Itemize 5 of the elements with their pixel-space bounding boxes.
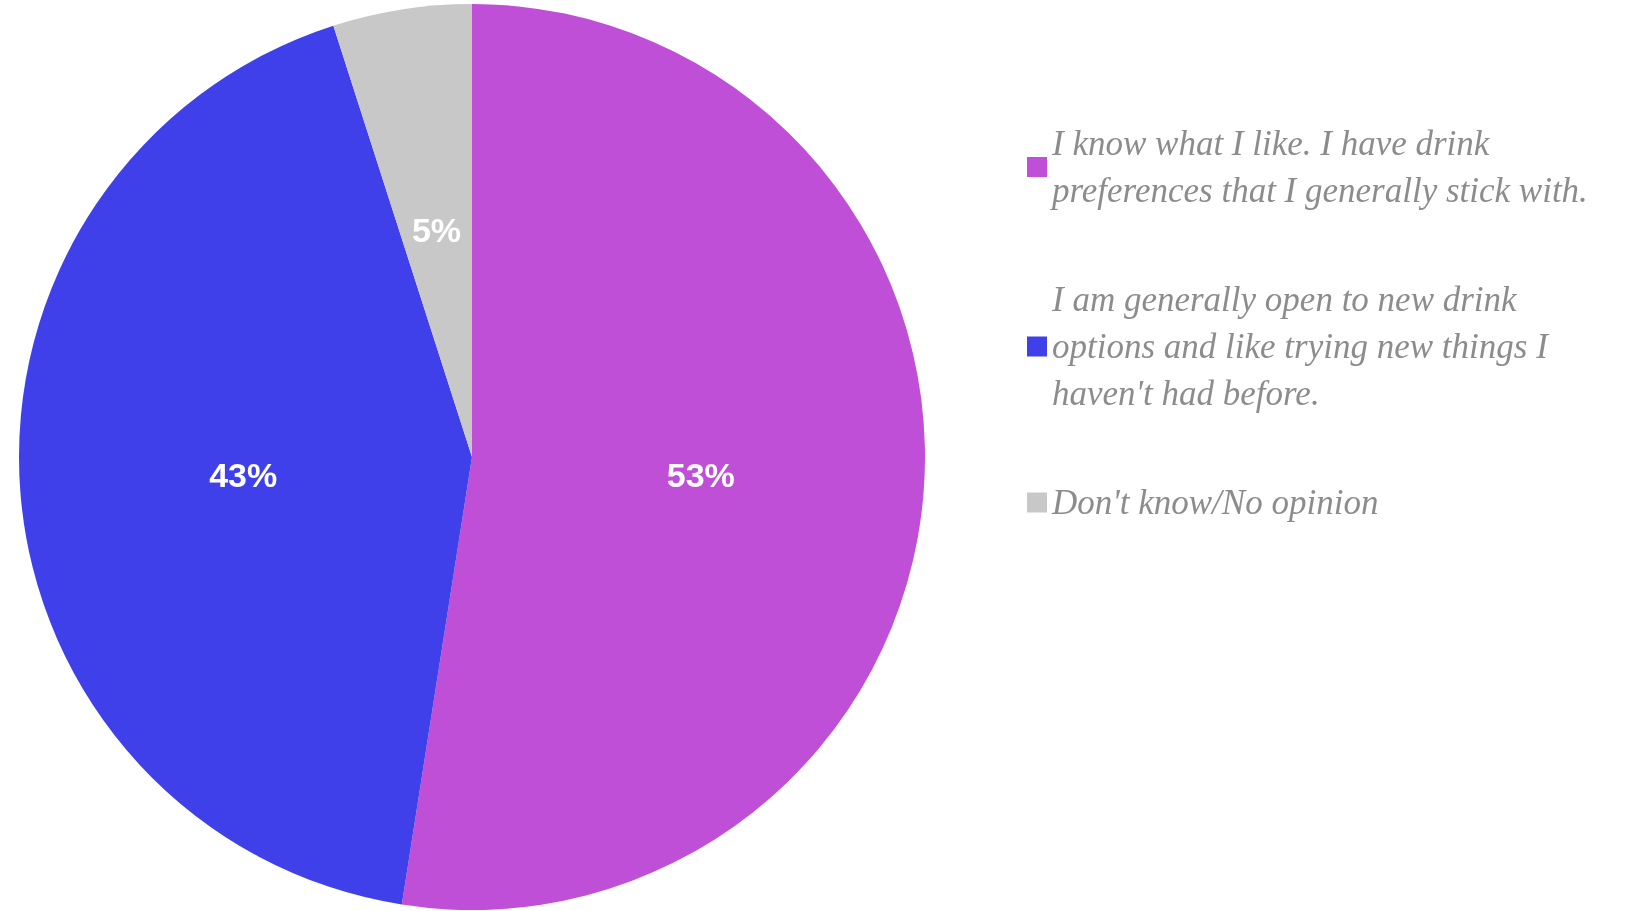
legend-label: I am generally open to new drink options and like trying new things I haven't had before. — [1051, 280, 1557, 413]
data-label: 53% — [666, 455, 735, 494]
legend-label: I know what I like. I have drink preferences that I generally stick with. — [1049, 124, 1588, 210]
legend-label: Don't know/No opinion — [1051, 483, 1379, 522]
data-label: 43% — [209, 455, 278, 494]
